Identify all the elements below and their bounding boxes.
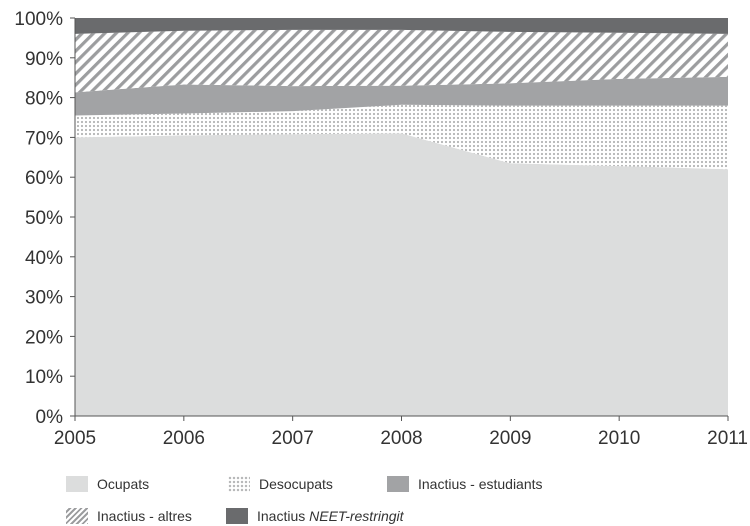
area-series-ocupats [75, 133, 728, 416]
area-series-inactius-altres [75, 29, 728, 93]
x-tick-label: 2005 [54, 428, 96, 449]
y-tick-label: 40% [25, 248, 63, 269]
y-tick-label: 0% [36, 407, 64, 428]
y-tick-label: 90% [25, 49, 63, 70]
y-tick-labels: 0% 10% 20% 30% 40% 50% 60% 70% 80% 90% 100% [14, 9, 63, 428]
area-layers [75, 18, 728, 416]
y-tick-label: 60% [25, 168, 63, 189]
legend-item-inactius-neet: Inactius NEET-restringit [226, 506, 404, 526]
legend-item-inactius-estudiants: Inactius - estudiants [387, 474, 543, 494]
legend-swatch-inactius-neet [226, 508, 248, 524]
legend-label-neet-italic: NEET-restringit [309, 508, 404, 524]
legend-label-inactius-estudiants: Inactius - estudiants [418, 476, 543, 492]
y-tick-label: 10% [25, 367, 63, 388]
x-tick-label: 2008 [380, 428, 422, 449]
legend-swatch-desocupats [228, 476, 250, 492]
axes [70, 17, 729, 421]
legend-label-ocupats: Ocupats [97, 476, 150, 492]
legend-label-neet-prefix: Inactius [257, 508, 310, 524]
legend-item-ocupats: Ocupats [66, 474, 149, 494]
legend-swatch-inactius-altres [66, 508, 88, 524]
y-tick-label: 20% [25, 327, 63, 348]
x-tick-label: 2006 [163, 428, 205, 449]
area-series-inactius-estudiants [75, 76, 728, 116]
x-tick-label: 2009 [489, 428, 531, 449]
x-tick-label: 2007 [272, 428, 314, 449]
legend-item-inactius-altres: Inactius - altres [66, 506, 192, 526]
x-tick-label: 2011 [707, 428, 748, 449]
y-tick-label: 50% [25, 208, 63, 229]
legend-swatch-inactius-estudiants [387, 476, 409, 492]
y-tick-label: 70% [25, 128, 63, 149]
legend-label-inactius-altres: Inactius - altres [97, 508, 192, 524]
x-tick-labels: 2005 2006 2007 2008 2009 2010 2011 [54, 428, 748, 449]
stacked-area-chart: 0%10%20%30%40%50%60%70%80%90%100% 2005 20… [14, 9, 748, 449]
y-tick-label: 80% [25, 89, 63, 110]
x-tick-label: 2010 [598, 428, 640, 449]
y-tick-label: 100% [14, 9, 63, 30]
y-tick-label: 30% [25, 288, 63, 309]
area-series-inactius-neet-restringit [75, 18, 728, 34]
legend-label-desocupats: Desocupats [259, 476, 333, 492]
area-series-desocupats [75, 104, 728, 170]
legend-label-inactius-neet: Inactius NEET-restringit [257, 508, 404, 524]
legend-item-desocupats: Desocupats [228, 474, 333, 494]
legend-swatch-ocupats [66, 476, 88, 492]
